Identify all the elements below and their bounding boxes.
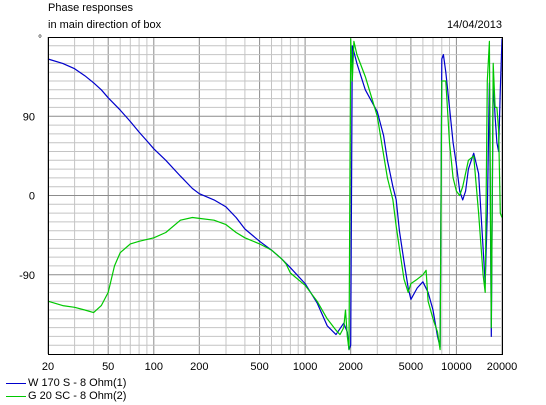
chart-subtitle: in main direction of box [48, 19, 162, 31]
y-tick-label: 90 [23, 111, 35, 123]
x-tick-label: 20 [42, 361, 54, 373]
x-tick-label: 1000 [293, 361, 317, 373]
legend-label-2: G 20 SC - 8 Ohm(2) [28, 390, 127, 402]
series-layer [47, 38, 503, 351]
plot-frame [48, 37, 503, 355]
chart-date: 14/04/2013 [446, 19, 502, 31]
y-tick-label: 0 [29, 191, 35, 203]
x-tick-label: 100 [145, 361, 163, 373]
axis-labels: 20 50 100 200 500 1000 2000 5000 10000 20000 90 0 -9… [19, 34, 517, 373]
series-line-2 [47, 38, 503, 351]
x-tick-label: 10000 [441, 361, 472, 373]
legend-swatch-2 [6, 396, 26, 397]
series-line-1 [47, 38, 503, 351]
y-tick-label: -90 [19, 270, 35, 282]
chart-title: Phase responses [48, 2, 133, 14]
x-tick-label: 50 [102, 361, 114, 373]
x-tick-label: 500 [250, 361, 268, 373]
legend-swatch-1 [6, 383, 26, 384]
x-tick-label: 2000 [338, 361, 362, 373]
x-tick-label: 200 [190, 361, 208, 373]
legend-entry-1: W 170 S - 8 Ohm(1) [6, 377, 126, 390]
grid [47, 37, 503, 354]
legend-label-1: W 170 S - 8 Ohm(1) [28, 377, 127, 389]
legend: W 170 S - 8 Ohm(1) G 20 SC - 8 Ohm(2) [6, 377, 126, 403]
x-tick-label: 20000 [487, 361, 518, 373]
y-unit-label: ° [38, 34, 42, 45]
legend-entry-2: G 20 SC - 8 Ohm(2) [6, 390, 126, 403]
x-tick-label: 5000 [399, 361, 423, 373]
